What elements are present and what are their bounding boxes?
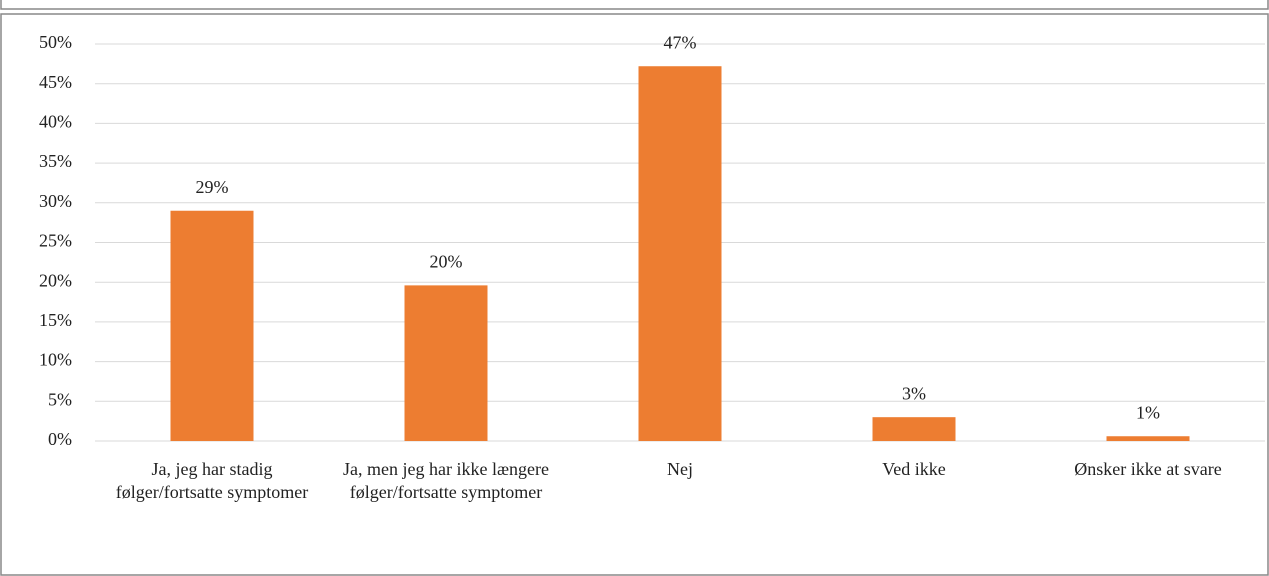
upper-frame <box>0 0 1269 10</box>
y-tick-label: 40% <box>39 112 72 132</box>
y-tick-label: 35% <box>39 151 72 171</box>
bar <box>404 285 488 441</box>
data-label: 47% <box>664 32 697 52</box>
y-tick-label: 20% <box>39 270 72 290</box>
x-tick-label: Nej <box>667 459 693 479</box>
data-label: 1% <box>1136 402 1160 422</box>
y-tick-label: 5% <box>48 389 72 409</box>
y-tick-label: 45% <box>39 72 72 92</box>
x-tick-label: Ja, men jeg har ikke længere følger/fort… <box>343 459 549 502</box>
y-tick-label: 15% <box>39 310 72 330</box>
data-label: 29% <box>196 177 229 197</box>
bar <box>872 417 956 441</box>
bar <box>1106 436 1190 441</box>
data-label: 3% <box>902 383 926 403</box>
y-tick-label: 10% <box>39 350 72 370</box>
y-tick-label: 0% <box>48 429 72 449</box>
bar <box>170 210 254 441</box>
x-tick-label: Ja, jeg har stadig følger/fortsatte symp… <box>115 459 309 502</box>
data-label: 20% <box>430 252 463 272</box>
bar <box>638 66 722 442</box>
y-tick-label: 50% <box>39 32 72 52</box>
y-tick-label: 30% <box>39 191 72 211</box>
x-tick-label: Ved ikke <box>882 459 946 479</box>
y-tick-label: 25% <box>39 231 72 251</box>
x-tick-label: Ønsker ikke at svare <box>1074 459 1222 479</box>
